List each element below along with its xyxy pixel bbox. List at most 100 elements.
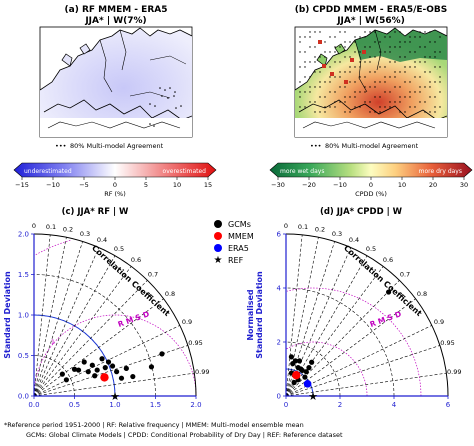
stipple-dot (314, 56, 316, 58)
correlation-tick-label: 0.9 (182, 318, 192, 326)
stipple-dot (304, 51, 306, 53)
gcm-point (303, 369, 309, 375)
ref-point-star: ★ (110, 390, 120, 403)
stipple-dot (314, 61, 316, 63)
stipple-dot (309, 46, 311, 48)
stipple-dot (299, 36, 301, 38)
stipple-dot (424, 71, 426, 73)
stipple-dot (374, 31, 376, 33)
stipple-dot (349, 96, 351, 98)
panel-a-subtitle: JJA* | W(7%) (84, 16, 146, 26)
map-cell (318, 40, 322, 44)
stipple-dot (334, 61, 336, 63)
x-tick-label: 0.5 (69, 401, 80, 409)
stipple-dot (167, 97, 169, 99)
stipple-dot (354, 81, 356, 83)
gcm-point (92, 373, 98, 379)
stipple-dot (429, 111, 431, 113)
stipple-dot (439, 51, 441, 53)
correlation-ray (285, 266, 384, 397)
stipple-dot (429, 96, 431, 98)
stipple-dot (419, 76, 421, 78)
correlation-tick-label: 0.3 (332, 230, 342, 238)
stipple-dot (409, 96, 411, 98)
stipple-dot (434, 66, 436, 68)
panel-a-colorbar: underestimated overestimated −15 −10 −5 0 5 1… (13, 162, 217, 198)
stipple-dot (384, 81, 386, 83)
stipple-dot (309, 86, 311, 88)
stipple-dot (369, 71, 371, 73)
stipple-dot (389, 106, 391, 108)
stipple-dot (329, 81, 331, 83)
std-arc (285, 341, 341, 397)
correlation-tick-label: 0.7 (400, 271, 410, 279)
correlation-ray (285, 298, 416, 397)
stipple-dot (329, 76, 331, 78)
legend-label-ref: REF (228, 256, 244, 265)
correlation-tick-label: 0.3 (80, 230, 90, 238)
rmsd-arc (33, 239, 71, 257)
stipple-dot (344, 56, 346, 58)
panel-a-colorbar-label: RF (%) (104, 190, 126, 198)
gcm-point (159, 351, 165, 357)
stipple-dot (399, 31, 401, 33)
gcm-point (386, 289, 392, 295)
stipple-dot (344, 71, 346, 73)
colorbar-tick-label: −30 (271, 181, 285, 189)
correlation-tick-label: 0.2 (315, 225, 325, 233)
stipple-dot (304, 61, 306, 63)
correlation-ray (285, 372, 447, 397)
stipple-dot (329, 66, 331, 68)
stipple-dot (339, 61, 341, 63)
stipple-dot (354, 66, 356, 68)
y-tick-label: 1.5 (18, 271, 29, 279)
stipple-dot (429, 86, 431, 88)
rmsd-tick-label: 1 (51, 338, 55, 346)
stipple-dot (299, 66, 301, 68)
gcm-point (306, 365, 312, 371)
stipple-dot (359, 106, 361, 108)
panel-a-colorbar-left-text: underestimated (24, 168, 72, 175)
stipple-dot (344, 31, 346, 33)
stipple-dot (424, 56, 426, 58)
stipple-dot (354, 41, 356, 43)
stipple-dot (344, 111, 346, 113)
stipple-dot (424, 61, 426, 63)
stipple-dot (161, 95, 163, 97)
stipple-dot (364, 91, 366, 93)
stipple-dot (384, 66, 386, 68)
correlation-tick-label: 0 (32, 222, 36, 230)
std-arc (285, 287, 395, 397)
stipple-dot (334, 76, 336, 78)
correlation-ray (33, 237, 67, 397)
stipple-dot (344, 46, 346, 48)
stipple-dot (344, 101, 346, 103)
gcm-point (99, 356, 105, 362)
legend-item-era5: ERA5 (214, 244, 249, 253)
stipple-dot (314, 101, 316, 103)
gcm-point (102, 365, 108, 371)
stipple-dot (324, 111, 326, 113)
y-tick-label: 2 (277, 339, 281, 347)
stipple-dot (309, 76, 311, 78)
legend-marker-mmem (214, 232, 222, 240)
stipple-dot (429, 71, 431, 73)
stipple-dot (349, 71, 351, 73)
map-cell (350, 58, 354, 62)
stipple-dot (379, 81, 381, 83)
stipple-dot (334, 91, 336, 93)
stipple-dot (434, 56, 436, 58)
stipple-dot (309, 36, 311, 38)
stipple-dot (414, 66, 416, 68)
stipple-dot (409, 51, 411, 53)
y-tick-label: 2.0 (18, 231, 29, 239)
stipple-dot (339, 71, 341, 73)
stipple-dot (299, 96, 301, 98)
stipple-dot (399, 41, 401, 43)
stipple-dot (404, 66, 406, 68)
colorbar-tick-label: −10 (46, 181, 60, 189)
correlation-tick-label: 0.6 (131, 256, 141, 264)
gcm-point (291, 379, 297, 386)
stipple-dot (349, 41, 351, 43)
gcm-point (114, 369, 120, 375)
